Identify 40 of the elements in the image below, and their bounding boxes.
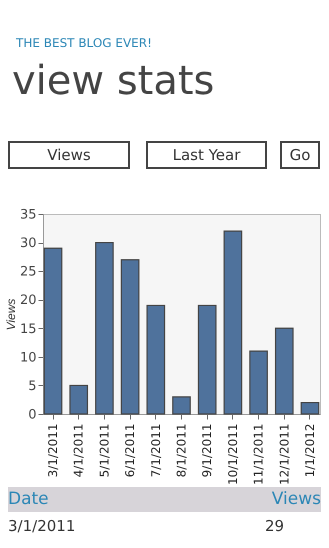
x-tick-label: 1/1/2012	[302, 424, 317, 478]
button[interactable]: Views	[8, 141, 130, 169]
y-tick-label: 5	[28, 378, 36, 394]
y-tick-label: 15	[20, 322, 36, 337]
bar	[120, 259, 140, 415]
bar	[95, 242, 114, 415]
bar	[274, 328, 294, 415]
button[interactable]: Last Year	[146, 141, 267, 169]
text: Date	[8, 489, 49, 509]
bar	[198, 304, 217, 415]
bar	[44, 248, 62, 415]
x-tick-label: 11/1/2011	[252, 424, 266, 486]
bar	[300, 402, 320, 415]
bar	[146, 304, 166, 415]
button[interactable]: Go	[280, 141, 320, 169]
bar	[172, 396, 191, 415]
chart-subtitle: THE BEST BLOG EVER!	[16, 36, 152, 50]
x-tick-label: 6/1/2011	[123, 424, 138, 478]
x-tick-label: 10/1/2011	[226, 424, 240, 486]
y-axis-title: Views	[4, 298, 18, 330]
x-tick-label: 5/1/2011	[97, 424, 112, 478]
x-tick-label: 4/1/2011	[72, 424, 86, 478]
y-tick-label: 35	[20, 208, 36, 222]
bar	[69, 384, 88, 415]
x-tick-label: 3/1/2011	[46, 424, 60, 478]
y-tick-label: 0	[28, 408, 36, 422]
y-tick-label: 10	[20, 350, 36, 366]
bar	[249, 350, 268, 415]
text: Views	[272, 489, 321, 509]
y-tick-label: 30	[20, 236, 36, 252]
text: 29	[265, 517, 284, 535]
x-tick-label: 7/1/2011	[148, 424, 163, 478]
x-tick-label: 8/1/2011	[174, 424, 188, 478]
bar	[224, 230, 242, 415]
x-tick-label: 12/1/2011	[277, 424, 292, 486]
y-tick-label: 20	[20, 293, 36, 308]
y-tick-label: 25	[20, 264, 36, 280]
chart-title: view stats	[12, 58, 214, 104]
text: 3/1/2011	[8, 517, 76, 535]
x-tick-label: 9/1/2011	[200, 424, 214, 478]
